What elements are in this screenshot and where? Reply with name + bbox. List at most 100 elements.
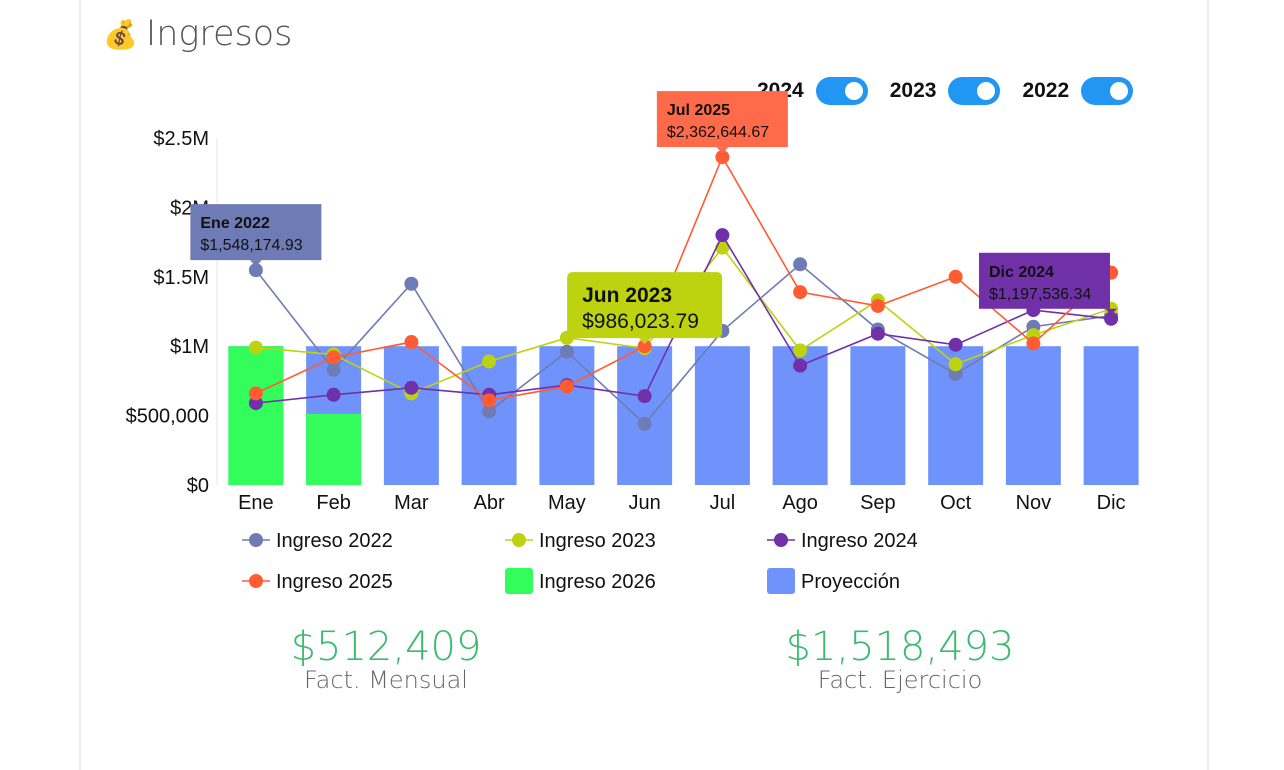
stat-value: $512,409 [290, 624, 482, 670]
tooltip-pointer [638, 338, 651, 345]
point-ingreso-2023 [482, 354, 497, 369]
point-ingreso-2024 [715, 228, 730, 243]
x-tick-label: Sep [860, 492, 896, 514]
tooltip-title: Ene 2022 [200, 215, 269, 232]
tooltip-pointer [249, 260, 262, 267]
y-tick-label: $2.5M [153, 128, 209, 150]
y-tick-label: $1.5M [153, 267, 209, 289]
toggle-2022[interactable]: 2022 [1022, 77, 1134, 105]
stat-label: Fact. Mensual [304, 666, 468, 694]
tooltip-value: $2,362,644.67 [667, 124, 769, 141]
point-ingreso-2025 [248, 386, 263, 401]
point-ingreso-2022 [326, 362, 341, 377]
legend-label: Ingreso 2024 [801, 530, 918, 552]
y-tick-label: $0 [187, 475, 209, 497]
point-ingreso-2025 [793, 285, 808, 300]
x-tick-label: Ene [238, 492, 274, 514]
point-ingreso-2024 [404, 380, 419, 395]
x-tick-label: Jun [629, 492, 661, 514]
legend-label: Ingreso 2026 [539, 571, 656, 593]
legend-swatch [767, 568, 795, 594]
toggle-label: 2023 [889, 79, 937, 102]
bar-proyección [1083, 346, 1139, 485]
tooltip-box [656, 91, 788, 148]
point-ingreso-2024 [326, 387, 341, 402]
point-ingreso-2025 [948, 269, 963, 284]
point-ingreso-2022 [404, 276, 419, 291]
bar-ingreso-2026 [306, 413, 362, 485]
toggle-2023[interactable]: 2023 [890, 77, 1001, 105]
card-title: 💰 Ingresos [103, 14, 292, 54]
point-ingreso-2024 [637, 389, 652, 404]
point-ingreso-2023 [948, 357, 963, 372]
x-tick-label: Ago [782, 492, 818, 514]
title-text: Ingresos [145, 14, 293, 54]
point-ingreso-2025 [404, 335, 419, 350]
point-ingreso-2022 [248, 263, 263, 278]
point-ingreso-2024 [948, 337, 963, 352]
legend-label: Ingreso 2022 [276, 530, 393, 552]
point-ingreso-2025 [326, 350, 341, 365]
money-bag-icon: 💰 [103, 17, 138, 51]
legend-label: Ingreso 2023 [539, 530, 656, 552]
point-ingreso-2022 [948, 366, 963, 381]
legend-swatch [505, 568, 533, 594]
point-ingreso-2025 [637, 339, 652, 354]
point-ingreso-2024 [1104, 311, 1119, 326]
point-ingreso-2023 [793, 343, 808, 358]
y-tick-label: $1M [170, 336, 209, 358]
point-ingreso-2024 [248, 396, 263, 411]
tooltip-box [190, 204, 322, 261]
tooltip-box [567, 272, 723, 339]
stat-value: $1,518,493 [785, 624, 1015, 670]
toggle-switch[interactable] [948, 77, 1001, 105]
legend-label: Ingreso 2025 [276, 571, 393, 593]
stat-monthly: $512,409 Fact. Mensual [236, 624, 536, 694]
y-tick-label: $500,000 [126, 406, 209, 428]
legend-marker [249, 574, 263, 588]
bar-proyección [694, 346, 750, 485]
income-card [79, 0, 1209, 770]
x-tick-label: Dic [1097, 492, 1126, 514]
bar-proyección [1005, 346, 1061, 485]
legend-marker [774, 533, 788, 547]
bar-proyección [617, 346, 673, 485]
point-ingreso-2024 [793, 358, 808, 373]
x-tick-label: Feb [316, 492, 350, 514]
toggle-switch[interactable] [815, 77, 868, 105]
tooltip-title: Jun 2023 [582, 284, 672, 307]
tooltip-pointer [716, 147, 729, 154]
legend-marker [249, 533, 263, 547]
x-tick-label: May [548, 492, 586, 514]
stat-label: Fact. Ejercicio [817, 666, 983, 694]
x-tick-label: Nov [1016, 492, 1052, 514]
legend-label: Proyección [801, 571, 900, 593]
tooltip-title: Jul 2025 [667, 102, 730, 119]
point-ingreso-2022 [637, 416, 652, 431]
x-tick-label: Abr [474, 492, 505, 514]
point-ingreso-2025 [559, 379, 574, 394]
point-ingreso-2022 [793, 257, 808, 272]
line-ingreso-2025 [255, 155, 1112, 402]
stat-yearly: $1,518,493 Fact. Ejercicio [750, 624, 1050, 694]
tooltip-value: $1,197,536.34 [989, 286, 1091, 303]
point-ingreso-2025 [1026, 336, 1041, 351]
tooltip-box [979, 252, 1110, 309]
point-ingreso-2022 [482, 404, 497, 419]
line-ingreso-2022 [255, 263, 1112, 426]
bar-proyección [383, 346, 439, 485]
tooltip-value: $986,023.79 [582, 310, 699, 333]
bar-proyección [850, 346, 906, 485]
point-ingreso-2025 [870, 298, 885, 313]
point-ingreso-2025 [715, 150, 730, 165]
point-ingreso-2025 [482, 393, 497, 408]
tooltip-pointer [1105, 308, 1118, 315]
point-ingreso-2023 [248, 340, 263, 355]
tooltip-value: $1,548,174.93 [200, 237, 302, 254]
x-tick-label: Mar [394, 492, 429, 514]
x-tick-label: Oct [940, 492, 972, 514]
toggle-switch[interactable] [1081, 77, 1134, 105]
year-toggles: 2024 2023 2022 [757, 77, 1134, 105]
point-ingreso-2024 [870, 326, 885, 341]
